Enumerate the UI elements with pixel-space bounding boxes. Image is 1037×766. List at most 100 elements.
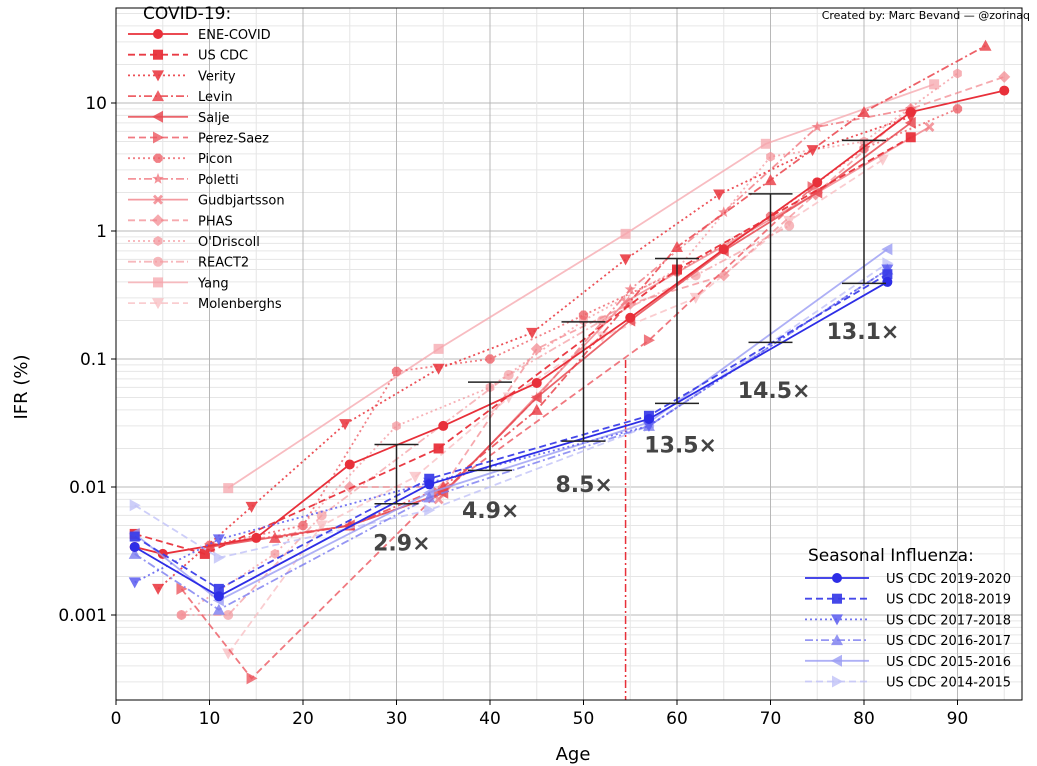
covid-data-point: [270, 548, 280, 559]
legend-swatch-marker: [831, 614, 843, 626]
legend-entry: ENE-COVID: [128, 28, 271, 43]
covid-data-point: [526, 327, 539, 339]
legend-label: US CDC 2016-2017: [886, 634, 1011, 649]
legend-label: US CDC 2015-2016: [886, 655, 1011, 670]
covid-data-point: [199, 548, 210, 559]
covid-data-point: [811, 120, 823, 132]
legend-swatch-marker: [832, 573, 842, 583]
legend-label: US CDC 2019-2020: [886, 572, 1011, 587]
legend-swatch-marker: [831, 654, 842, 667]
legend-swatch-marker: [152, 172, 164, 184]
legend-label: PHAS: [198, 214, 233, 229]
legend-label: Picon: [198, 152, 233, 167]
flu-data-point: [882, 269, 893, 280]
legend-label: US CDC: [198, 49, 248, 64]
x-tick-label: 70: [760, 709, 782, 729]
plot-frame: [115, 7, 1023, 701]
flu-legend: Seasonal Influenza: US CDC 2019-2020 US C…: [805, 546, 1011, 691]
ratio-bar: 13.5×: [644, 257, 717, 458]
legend-label: US CDC 2018-2019: [886, 593, 1011, 608]
covid-data-point: [999, 85, 1010, 96]
covid-data-point: [905, 132, 916, 143]
flu-series: [129, 276, 893, 602]
covid-series-line: [157, 115, 912, 590]
covid-data-point: [343, 481, 356, 493]
legend-label: Molenberghs: [198, 297, 282, 312]
covid-data-point: [268, 531, 281, 543]
covid-data-point: [251, 532, 262, 543]
covid-legend-title: COVID-19:: [143, 4, 231, 24]
flu-data-point: [129, 499, 141, 512]
legend-label: Poletti: [198, 173, 239, 188]
covid-data-point: [952, 104, 963, 114]
ratio-bar: 4.9×: [462, 381, 519, 524]
legend-entry: Perez-Saez: [128, 131, 269, 147]
ratio-bar: 2.9×: [373, 443, 431, 556]
legend-swatch-marker: [153, 277, 163, 288]
legend-entry: REACT2: [128, 256, 249, 271]
flu-data-point: [212, 603, 225, 615]
x-tick-label: 10: [199, 709, 221, 729]
covid-data-point: [717, 269, 730, 282]
legend-entry: Salje: [128, 110, 229, 126]
flu-data-point: [423, 491, 436, 503]
legend-swatch-marker: [153, 194, 163, 205]
legend-label: Gudbjartsson: [198, 194, 285, 209]
flu-data-point: [642, 420, 655, 432]
legend-entry: Yang: [128, 276, 229, 291]
legend-swatch-marker: [153, 256, 163, 267]
flu-data-point: [212, 534, 225, 546]
covid-series-line: [209, 108, 958, 547]
plot-area: 2.9× 4.9× 8.5× 13.5× 14.5× 13.1×: [128, 39, 1011, 700]
covid-data-point: [485, 354, 495, 364]
covid-data-point: [806, 145, 819, 157]
legend-entry: Verity: [128, 69, 236, 84]
legend-swatch-marker: [831, 634, 843, 646]
covid-data-point: [409, 471, 422, 483]
legend-entry: US CDC 2019-2020: [805, 572, 1011, 587]
covid-data-point: [177, 610, 186, 620]
covid-data-point: [718, 244, 729, 255]
x-tick-label: 90: [947, 709, 969, 729]
covid-data-point: [339, 419, 352, 431]
covid-data-point: [432, 363, 445, 375]
covid-series-line: [209, 107, 911, 547]
credit-text: Created by: Marc Bevand — @zorinaq: [822, 9, 1030, 22]
covid-data-point: [643, 334, 655, 347]
legend-swatch-marker: [153, 153, 163, 163]
y-tick-label: 0.01: [69, 478, 107, 498]
legend-label: US CDC 2014-2015: [886, 676, 1011, 691]
flu-data-point: [424, 473, 435, 484]
legend-entry: Gudbjartsson: [128, 194, 285, 209]
covid-data-point: [530, 342, 543, 355]
ratio-label: 2.9×: [373, 531, 430, 556]
covid-data-point: [718, 206, 730, 218]
covid-data-point: [812, 177, 823, 188]
covid-data-point: [531, 377, 542, 388]
legend-entry: US CDC 2016-2017: [805, 634, 1011, 649]
legend-label: Perez-Saez: [198, 132, 269, 147]
y-tick-label: 0.1: [80, 350, 107, 370]
legend-label: ENE-COVID: [198, 28, 271, 43]
flu-data-point: [882, 276, 893, 287]
covid-data-point: [784, 220, 795, 231]
ratio-label: 13.1×: [827, 320, 900, 345]
legend-entry: Picon: [128, 152, 233, 167]
legend-swatch-marker: [832, 675, 843, 688]
covid-data-point: [924, 121, 935, 132]
x-tick-label: 40: [479, 709, 501, 729]
ratio-bar: 8.5×: [555, 321, 613, 498]
x-tick-label: 80: [853, 709, 875, 729]
flu-data-point: [213, 551, 225, 564]
x-tick-label: 20: [292, 709, 314, 729]
x-tick-label: 50: [573, 709, 595, 729]
covid-data-point: [433, 443, 444, 454]
flu-data-point: [128, 547, 141, 559]
flu-data-point: [643, 413, 654, 424]
covid-data-point: [578, 310, 589, 320]
ratio-label: 4.9×: [462, 499, 519, 524]
legend-entry: Molenberghs: [128, 297, 282, 312]
legend-swatch-marker: [153, 236, 163, 246]
covid-data-point: [811, 186, 823, 199]
